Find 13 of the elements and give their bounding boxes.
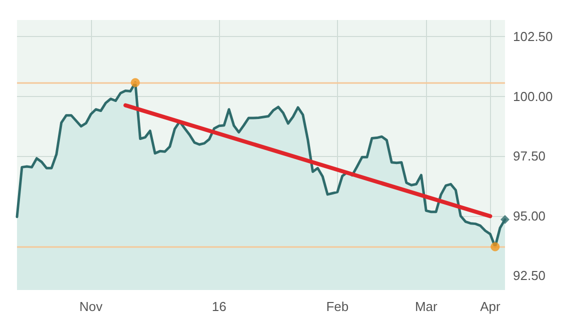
point [500, 215, 510, 224]
y-tick-label: 97.50 [513, 148, 546, 164]
x-tick-label: Apr [480, 299, 501, 314]
y-tick-label: 92.50 [513, 268, 546, 284]
x-tick-label: 16 [212, 299, 226, 314]
point [130, 78, 140, 88]
point [490, 242, 500, 252]
y-tick-label: 95.00 [513, 208, 546, 224]
x-tick-label: Feb [326, 299, 349, 314]
x-tick-label: Nov [79, 299, 103, 314]
y-tick-label: 102.50 [513, 29, 553, 44]
y-tick-label: 100.00 [513, 88, 553, 104]
x-tick-label: Mar [414, 299, 438, 314]
